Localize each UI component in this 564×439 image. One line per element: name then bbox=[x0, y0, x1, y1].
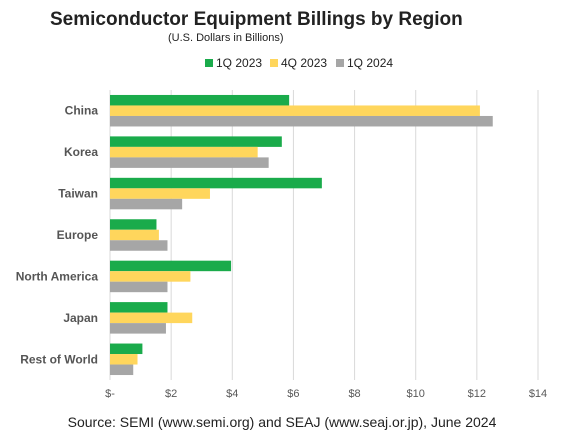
bar bbox=[110, 302, 168, 313]
bar bbox=[110, 312, 193, 324]
chart-title: Semiconductor Equipment Billings by Regi… bbox=[50, 9, 463, 30]
x-tick-label: $4 bbox=[226, 388, 238, 400]
bar bbox=[110, 188, 210, 199]
legend: 1Q 2023 4Q 2023 1Q 2024 bbox=[205, 56, 393, 70]
source-note: Source: SEMI (www.semi.org) and SEAJ (ww… bbox=[68, 414, 497, 430]
bar bbox=[110, 271, 191, 282]
x-tick-label: $2 bbox=[165, 388, 177, 400]
category-label: Rest of World bbox=[20, 352, 98, 366]
bar bbox=[110, 105, 480, 116]
chart-subtitle: (U.S. Dollars in Billions) bbox=[168, 32, 284, 44]
bar bbox=[110, 354, 138, 365]
category-label: Japan bbox=[63, 311, 98, 325]
x-tick-label: $8 bbox=[348, 388, 360, 400]
category-labels: China Korea Taiwan Europe North America Japan… bbox=[16, 104, 99, 367]
x-tick-label: $12 bbox=[468, 388, 486, 400]
bar bbox=[110, 94, 290, 106]
bar bbox=[110, 115, 493, 127]
category-label: Korea bbox=[64, 145, 98, 159]
category-label: Taiwan bbox=[58, 187, 98, 201]
bar bbox=[110, 364, 134, 376]
legend-label: 4Q 2023 bbox=[281, 56, 327, 70]
legend-label: 1Q 2024 bbox=[347, 56, 393, 70]
bar bbox=[110, 323, 166, 334]
bar bbox=[110, 240, 168, 251]
x-tick-label: $- bbox=[105, 388, 115, 400]
legend-label: 1Q 2023 bbox=[216, 56, 262, 70]
bar bbox=[110, 136, 282, 147]
x-tick-label: $6 bbox=[287, 388, 299, 400]
bar bbox=[110, 260, 232, 272]
category-label: North America bbox=[16, 269, 99, 283]
bar bbox=[110, 198, 183, 210]
gridlines bbox=[109, 90, 539, 380]
bar bbox=[110, 281, 168, 293]
bar bbox=[110, 177, 322, 189]
bar bbox=[110, 157, 269, 168]
x-tick-label: $14 bbox=[529, 388, 547, 400]
bars bbox=[110, 94, 493, 376]
bar bbox=[110, 146, 258, 158]
x-axis-tick-labels: $- $2 $4 $6 $8 $10 $12 $14 bbox=[105, 388, 547, 400]
legend-swatch bbox=[336, 59, 344, 67]
category-label: China bbox=[65, 104, 99, 118]
x-tick-label: $10 bbox=[407, 388, 425, 400]
legend-swatch bbox=[270, 59, 278, 67]
category-label: Europe bbox=[57, 228, 99, 242]
bar bbox=[110, 343, 143, 355]
bar bbox=[110, 229, 159, 241]
legend-swatch bbox=[205, 59, 213, 67]
bar bbox=[110, 219, 157, 230]
